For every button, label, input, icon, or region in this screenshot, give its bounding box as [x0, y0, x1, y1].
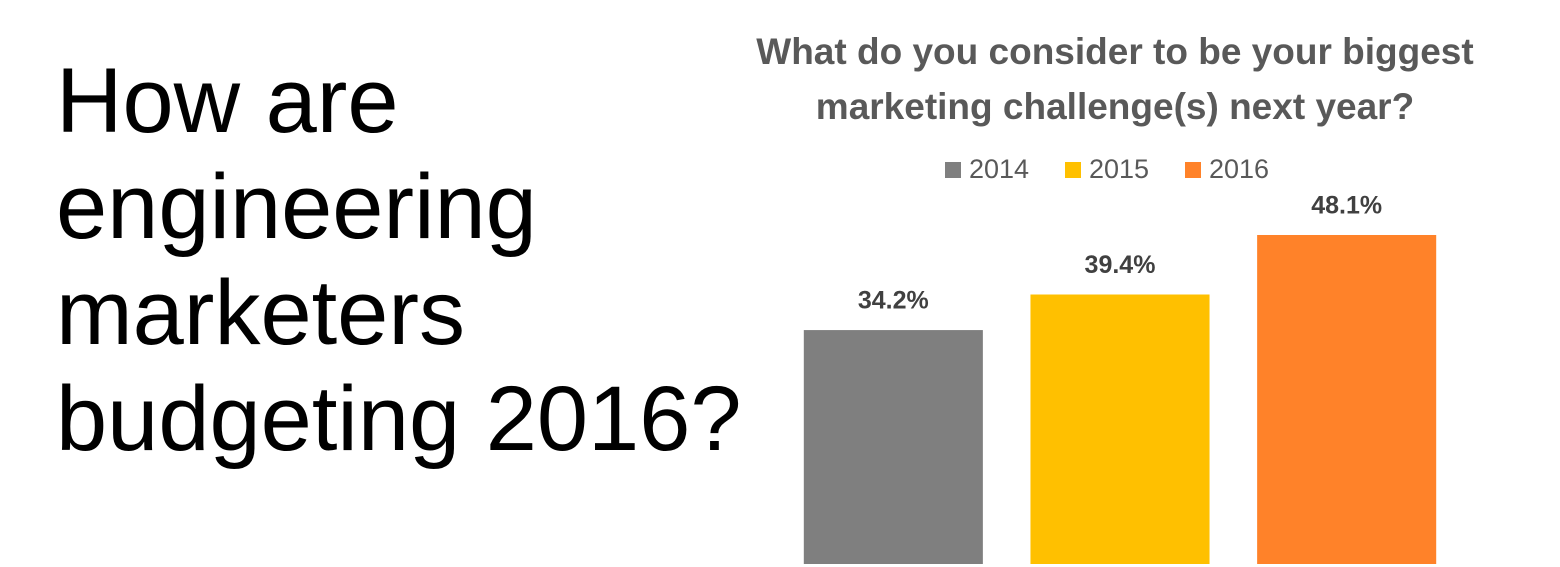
legend-swatch — [1065, 162, 1081, 178]
legend-label: 2016 — [1209, 154, 1269, 184]
heading-line: engineering — [56, 156, 537, 258]
heading: How are engineering marketers budgeting 201… — [56, 48, 742, 472]
data-label: 34.2% — [858, 287, 929, 315]
legend-label: 2015 — [1089, 154, 1149, 184]
legend-swatch — [945, 162, 961, 178]
data-label: 39.4% — [1085, 251, 1156, 279]
heading-line: marketers — [56, 262, 465, 364]
data-label: 48.1% — [1311, 192, 1382, 220]
chart-title: What do you consider to be your biggest … — [756, 31, 1474, 127]
legend-swatch — [1185, 162, 1201, 178]
bar — [1257, 234, 1437, 564]
bar — [1030, 294, 1210, 564]
bar — [803, 330, 983, 564]
heading-line: budgeting 2016? — [56, 368, 742, 470]
heading-line: How are — [56, 50, 399, 152]
legend-label: 2014 — [969, 154, 1029, 184]
